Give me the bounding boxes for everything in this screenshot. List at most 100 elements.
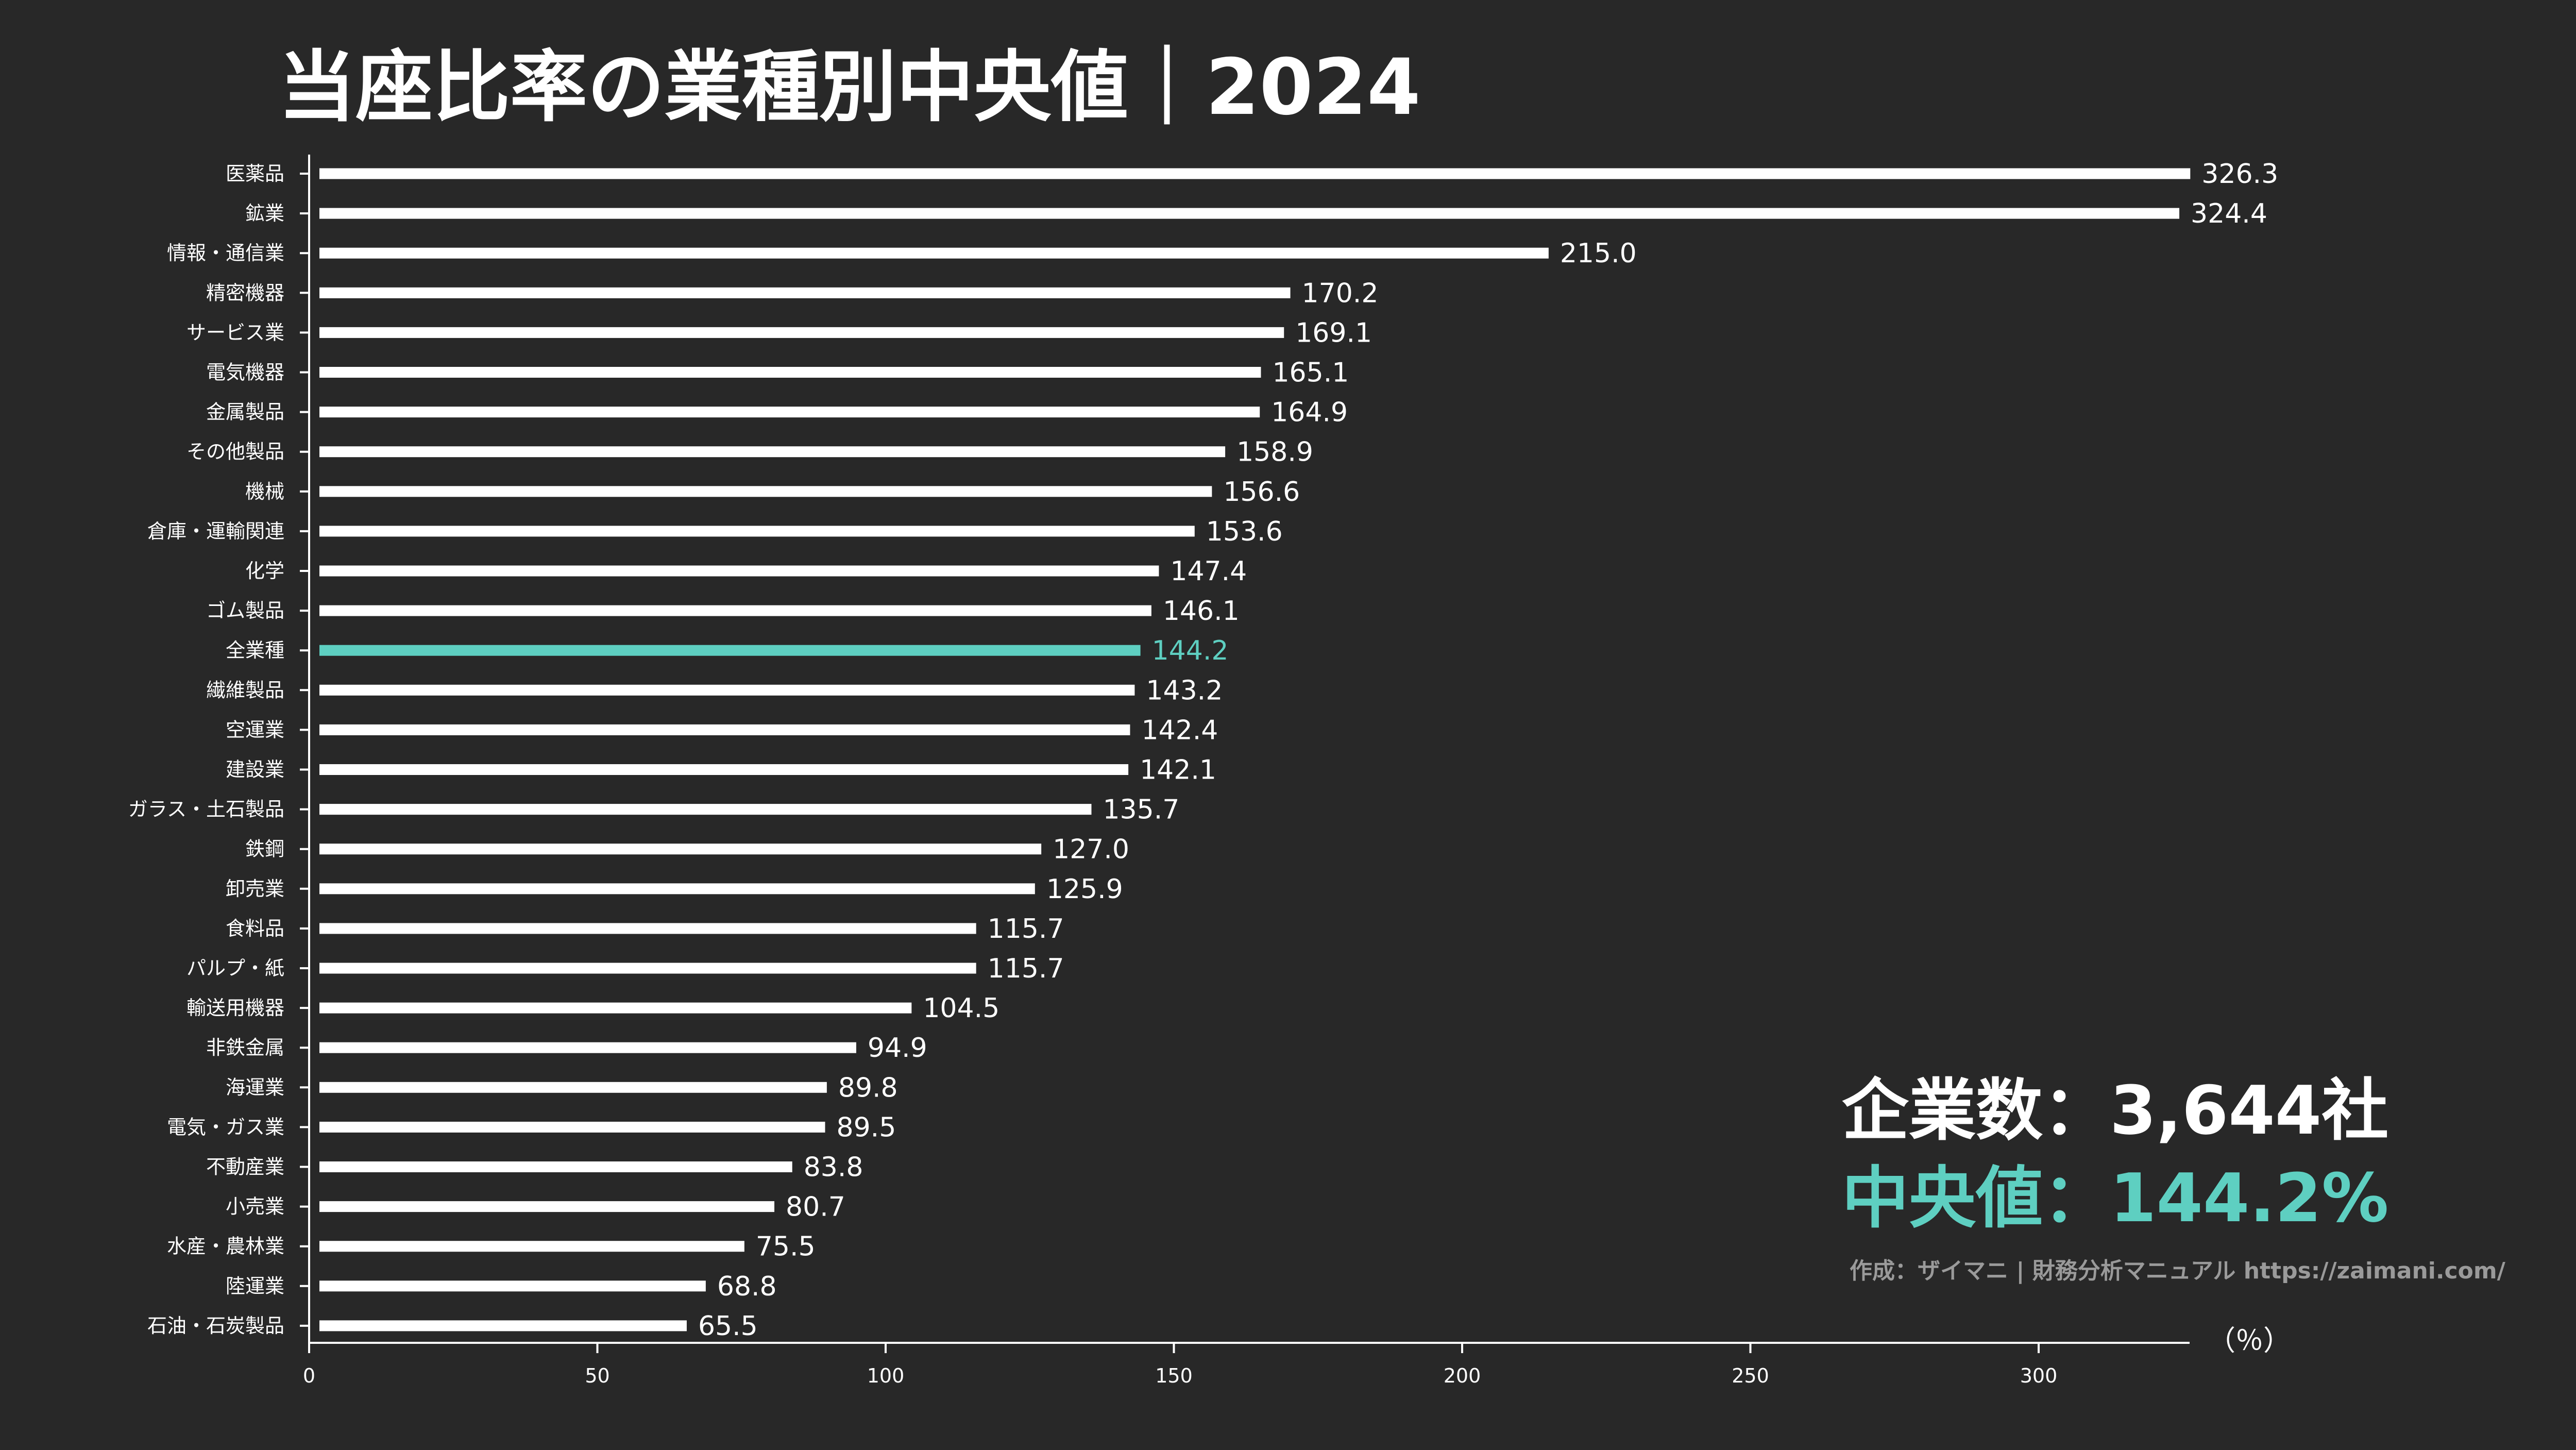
bar bbox=[319, 963, 976, 974]
category-label: 精密機器 bbox=[206, 281, 284, 304]
bar bbox=[319, 526, 1195, 537]
value-label: 143.2 bbox=[1146, 675, 1223, 706]
x-tick-label: 200 bbox=[1444, 1364, 1481, 1387]
category-label: 建設業 bbox=[226, 758, 284, 781]
value-label: 324.4 bbox=[2191, 198, 2267, 229]
category-label: 石油・石炭製品 bbox=[147, 1314, 284, 1337]
category-label: 卸売業 bbox=[226, 878, 284, 900]
value-label: 135.7 bbox=[1103, 795, 1179, 825]
chart-title: 当座比率の業種別中央値｜2024 bbox=[278, 43, 1421, 132]
value-label: 65.5 bbox=[698, 1311, 758, 1342]
bar bbox=[319, 247, 1549, 259]
bar bbox=[319, 1082, 827, 1093]
value-label: 104.5 bbox=[923, 993, 999, 1024]
category-label: 電気機器 bbox=[206, 361, 284, 384]
value-label: 169.1 bbox=[1295, 317, 1372, 348]
bars-group: 医薬品 326.3 鉱業 324.4 情報・通信業 215.0 精密機器 170.2 サービス業… bbox=[128, 159, 2278, 1342]
value-label: 158.9 bbox=[1236, 437, 1313, 468]
category-label: ガラス・土石製品 bbox=[128, 798, 284, 821]
value-label: 80.7 bbox=[786, 1192, 845, 1223]
value-label: 146.1 bbox=[1163, 596, 1240, 627]
category-label: ゴム製品 bbox=[206, 599, 284, 622]
value-label: 170.2 bbox=[1302, 278, 1379, 309]
bar bbox=[319, 645, 1141, 656]
category-label: 化学 bbox=[245, 560, 284, 582]
x-tick-label: 150 bbox=[1155, 1364, 1193, 1387]
bar bbox=[319, 684, 1135, 696]
bar bbox=[319, 1121, 825, 1133]
bar bbox=[319, 446, 1226, 458]
bar bbox=[319, 844, 1042, 855]
category-label: 機械 bbox=[245, 480, 284, 503]
category-label: 全業種 bbox=[226, 639, 284, 662]
value-label: 115.7 bbox=[988, 953, 1064, 984]
value-label: 115.7 bbox=[988, 914, 1064, 945]
bar bbox=[319, 883, 1035, 895]
value-label: 164.9 bbox=[1271, 397, 1348, 428]
x-tick-label: 0 bbox=[303, 1364, 315, 1387]
bar bbox=[319, 367, 1261, 378]
bar bbox=[319, 208, 2180, 219]
category-label: 水産・農林業 bbox=[167, 1235, 284, 1258]
bar bbox=[319, 605, 1151, 616]
category-label: パルプ・紙 bbox=[187, 957, 284, 980]
category-label: 電気・ガス業 bbox=[167, 1116, 284, 1138]
category-label: 食料品 bbox=[226, 917, 284, 940]
bar bbox=[319, 1241, 744, 1252]
bar bbox=[319, 407, 1260, 418]
x-tick-label: 250 bbox=[1732, 1364, 1769, 1387]
x-tick-label: 100 bbox=[867, 1364, 905, 1387]
value-label: 125.9 bbox=[1046, 874, 1123, 905]
category-label: その他製品 bbox=[187, 441, 284, 463]
bar bbox=[319, 168, 2191, 179]
value-label: 68.8 bbox=[717, 1271, 777, 1302]
category-label: 鉄鋼 bbox=[245, 838, 284, 861]
value-label: 142.1 bbox=[1140, 755, 1216, 786]
value-label: 326.3 bbox=[2201, 159, 2278, 190]
category-label: サービス業 bbox=[187, 321, 284, 344]
x-tick-label: 300 bbox=[2020, 1364, 2058, 1387]
category-label: 輸送用機器 bbox=[187, 997, 284, 1019]
bar bbox=[319, 565, 1159, 577]
bar bbox=[319, 287, 1291, 298]
category-label: 金属製品 bbox=[206, 401, 284, 424]
category-label: 倉庫・運輸関連 bbox=[147, 520, 284, 543]
category-label: 非鉄金属 bbox=[206, 1036, 284, 1059]
bar bbox=[319, 1201, 775, 1212]
value-label: 127.0 bbox=[1053, 834, 1129, 865]
value-label: 215.0 bbox=[1560, 238, 1637, 269]
company-count: 企業数：3,644社 bbox=[1842, 1071, 2389, 1150]
value-label: 94.9 bbox=[868, 1033, 927, 1064]
category-label: 繊維製品 bbox=[206, 679, 284, 701]
bar bbox=[319, 327, 1284, 338]
median-summary: 中央値：144.2% bbox=[1842, 1159, 2389, 1237]
value-label: 144.2 bbox=[1152, 635, 1229, 666]
bar bbox=[319, 1320, 687, 1331]
bar bbox=[319, 804, 1092, 815]
value-label: 142.4 bbox=[1141, 715, 1218, 746]
bar bbox=[319, 764, 1129, 775]
value-label: 153.6 bbox=[1206, 516, 1283, 547]
bar bbox=[319, 923, 976, 934]
bar bbox=[319, 1161, 792, 1172]
value-label: 89.5 bbox=[837, 1112, 896, 1143]
bar bbox=[319, 1002, 912, 1014]
value-label: 147.4 bbox=[1170, 556, 1247, 587]
value-label: 83.8 bbox=[804, 1152, 863, 1183]
credit-text: 作成：ザイマニ | 財務分析マニュアル https://zaimani.com/ bbox=[1850, 1258, 2505, 1284]
value-label: 75.5 bbox=[756, 1232, 816, 1262]
category-label: 鉱業 bbox=[245, 202, 284, 225]
category-label: 陸運業 bbox=[226, 1275, 284, 1297]
x-tick-label: 50 bbox=[585, 1364, 609, 1387]
x-axis-unit-label: （％） bbox=[2208, 1324, 2291, 1357]
category-label: 小売業 bbox=[226, 1195, 284, 1218]
category-label: 情報・通信業 bbox=[167, 242, 284, 264]
category-label: 医薬品 bbox=[226, 162, 284, 185]
category-label: 海運業 bbox=[226, 1076, 284, 1099]
category-label: 不動産業 bbox=[206, 1156, 284, 1178]
value-label: 165.1 bbox=[1272, 358, 1349, 389]
bar bbox=[319, 1042, 856, 1053]
bar bbox=[319, 486, 1212, 497]
value-label: 156.6 bbox=[1223, 477, 1300, 508]
